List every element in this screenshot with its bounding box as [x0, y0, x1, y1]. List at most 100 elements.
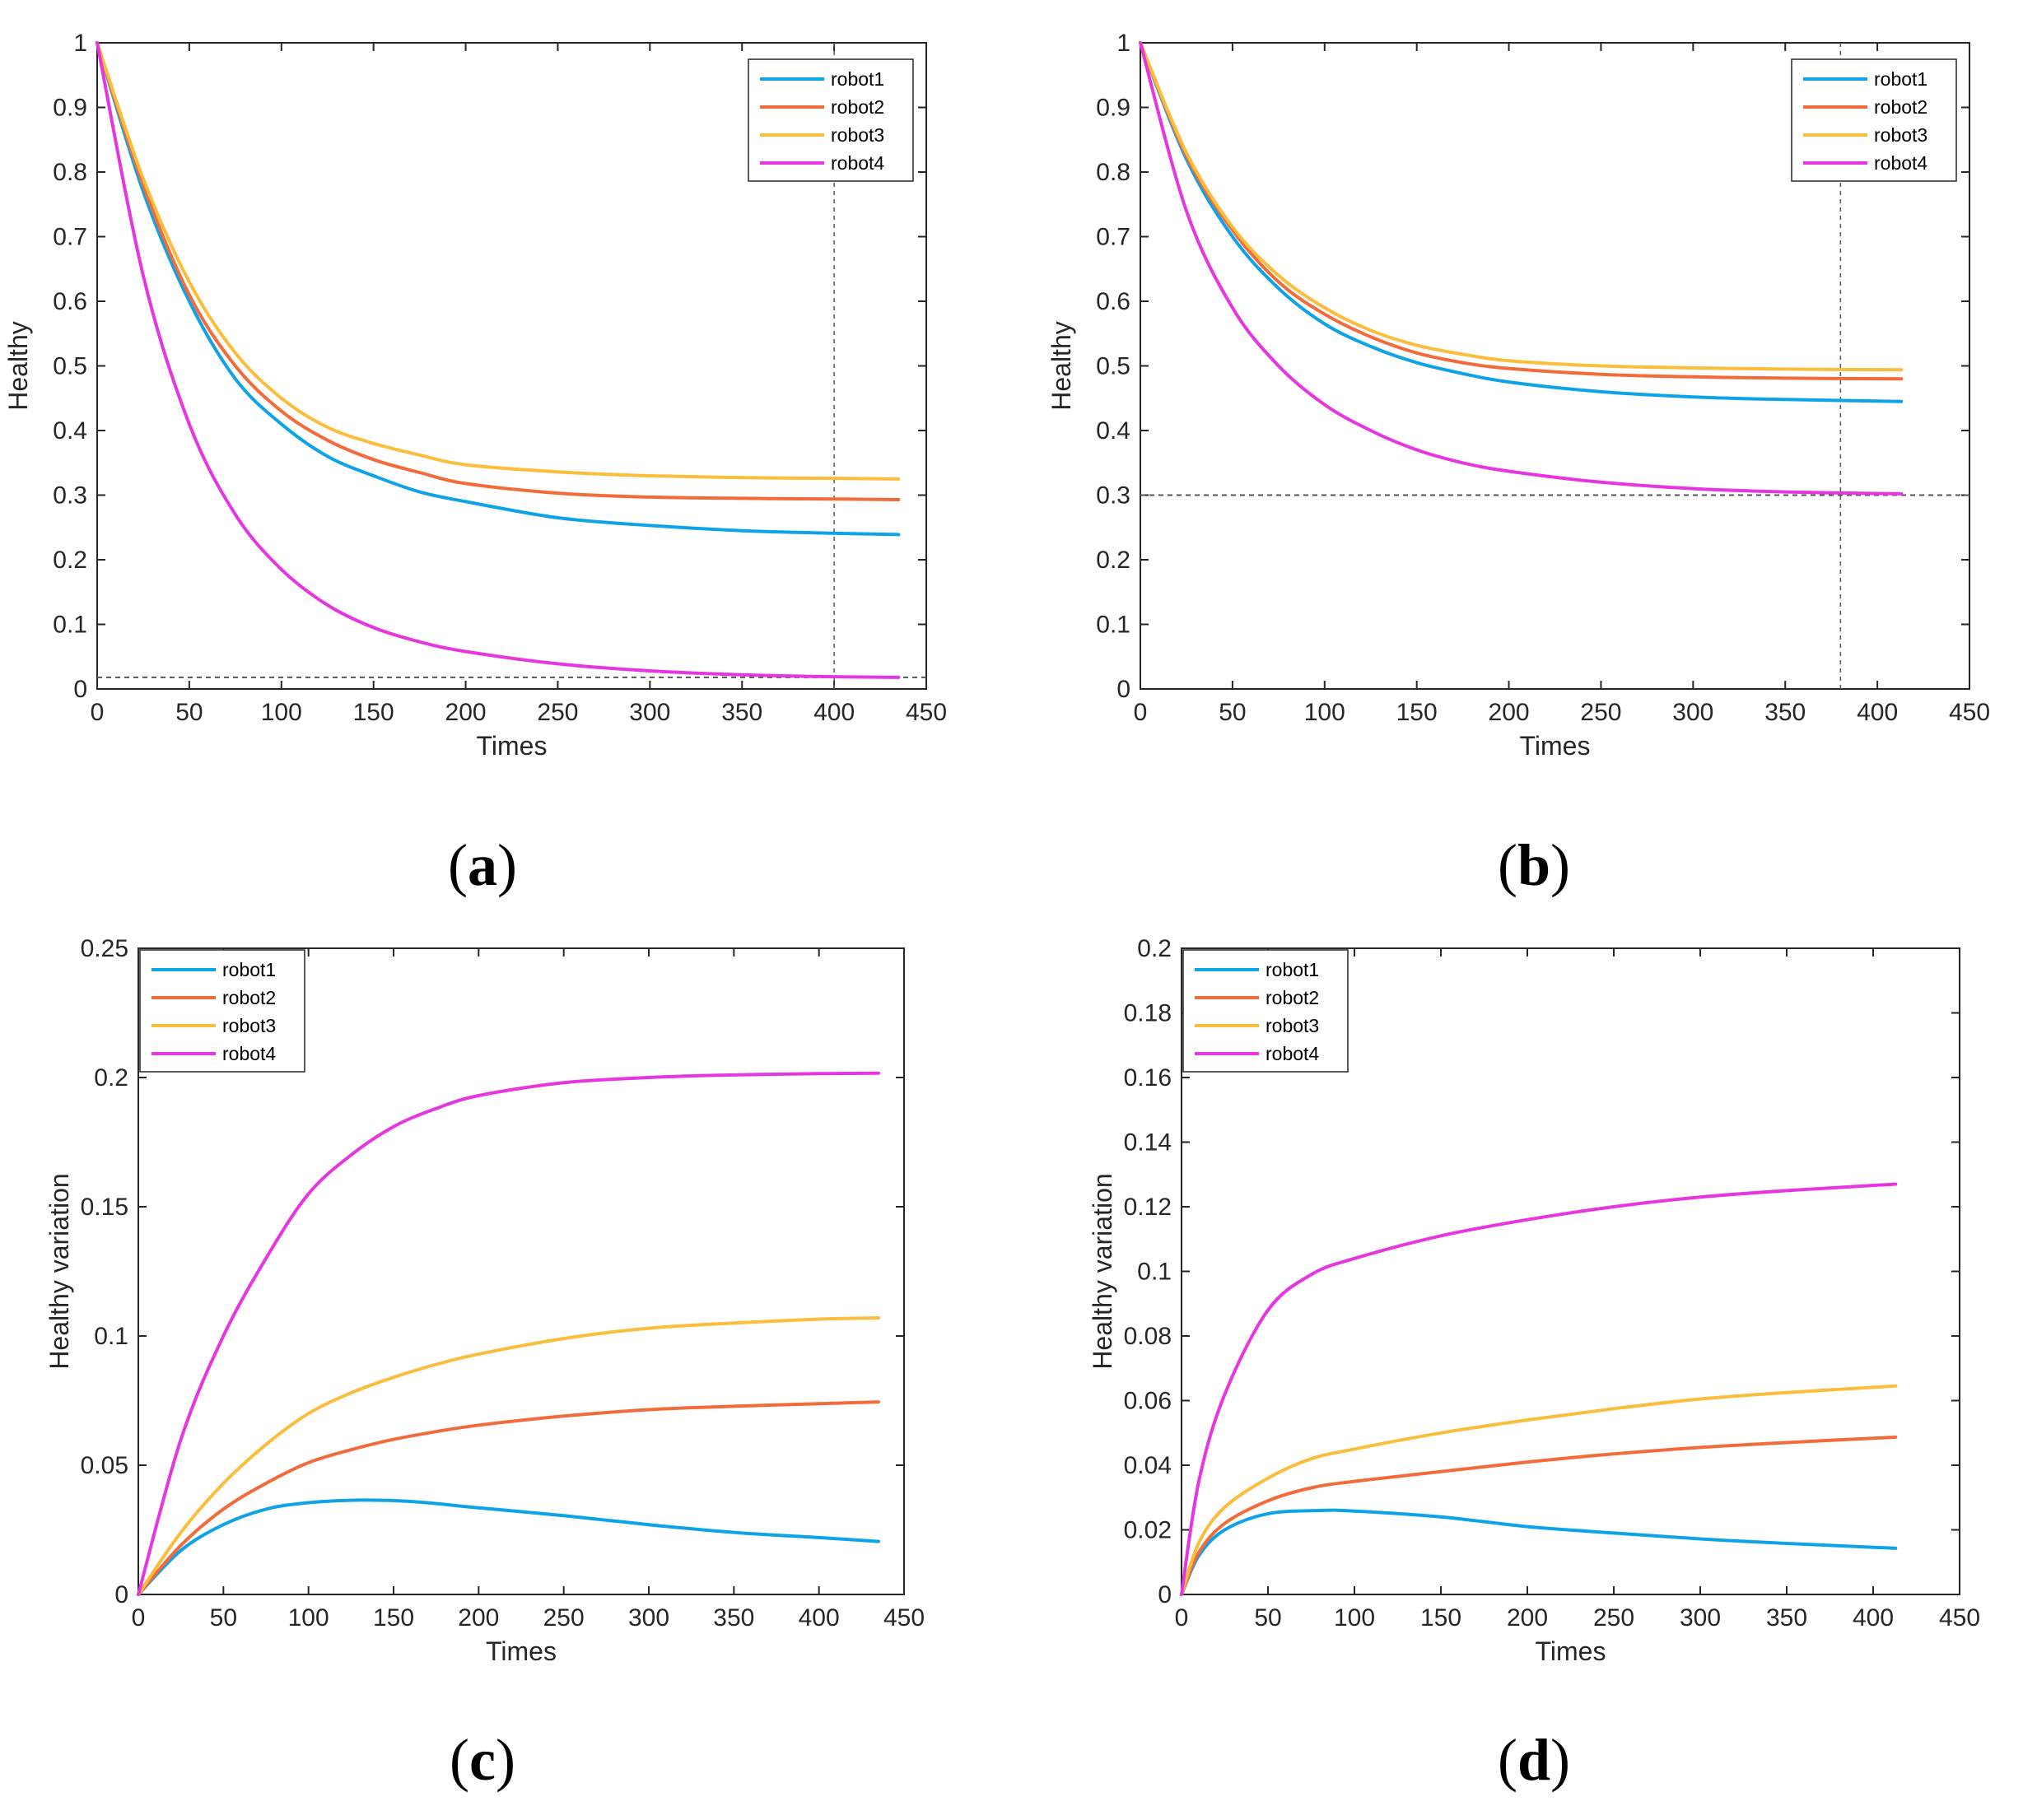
legend-label-robot3: robot3	[1874, 124, 1927, 146]
legend-label-robot4: robot4	[831, 152, 884, 174]
x-tick-label: 450	[883, 1604, 925, 1631]
y-tick-label: 0.8	[53, 159, 87, 186]
x-tick-label: 100	[261, 699, 302, 726]
series-line-robot4	[96, 41, 901, 679]
x-tick-label: 400	[799, 1604, 840, 1631]
y-tick-label: 0.08	[1124, 1323, 1172, 1350]
y-axis-label: Healthy variation	[44, 1173, 74, 1369]
y-tick-label: 0.7	[53, 224, 87, 251]
y-tick-label: 0	[1158, 1581, 1172, 1608]
x-axis-label: Times	[477, 731, 548, 761]
panel-label-c: (c)	[450, 1727, 515, 1793]
x-tick-label: 250	[1580, 699, 1621, 726]
y-axis-label: Healthy	[1046, 321, 1076, 411]
series-line-robot2	[137, 1400, 880, 1596]
panel-label-b: (b)	[1497, 832, 1570, 898]
legend-label-robot3: robot3	[1266, 1015, 1319, 1036]
y-tick-label: 0.2	[1096, 547, 1130, 574]
y-tick-label: 1	[73, 30, 87, 57]
series-line-robot3	[1139, 41, 1904, 372]
x-tick-label: 400	[1853, 1604, 1894, 1631]
legend-label-robot2: robot2	[1874, 96, 1927, 118]
x-tick-label: 200	[1489, 699, 1530, 726]
chart-panel-d: 0 50 100 150 200 250 300 350 400 450 0 0.02 0.04 0.06…	[1088, 935, 1980, 1666]
legend-label-robot1: robot1	[222, 959, 276, 980]
x-tick-label: 400	[1857, 699, 1898, 726]
legend: robot1 robot2 robot3 robot4	[1182, 949, 1349, 1073]
x-tick-label: 350	[1764, 699, 1806, 726]
x-axis-label: Times	[1520, 731, 1591, 761]
panel-label-a: (a)	[448, 832, 517, 898]
series-line-robot1	[1139, 41, 1904, 403]
series-line-robot1	[1180, 1508, 1898, 1596]
series-line-robot2	[1180, 1435, 1898, 1596]
series-line-robot3	[137, 1316, 880, 1596]
x-tick-label: 250	[1593, 1604, 1634, 1631]
x-axis-label: Times	[1536, 1636, 1606, 1666]
y-tick-label: 0.05	[81, 1452, 128, 1479]
x-tick-label: 350	[721, 699, 762, 726]
x-tick-label: 150	[373, 1604, 414, 1631]
y-tick-label: 0	[114, 1581, 128, 1608]
y-tick-label: 0.12	[1124, 1194, 1172, 1221]
x-tick-label: 0	[1134, 699, 1148, 726]
y-tick-label: 0.25	[81, 935, 128, 962]
y-tick-label: 0.9	[1096, 95, 1130, 122]
y-tick-label: 1	[1116, 30, 1130, 57]
chart-panel-b: 0 50 100 150 200 250 300 350 400 450 0 0.1 0.2 0.3 0.4…	[1046, 30, 1990, 761]
x-tick-label: 300	[1680, 1604, 1721, 1631]
x-tick-label: 0	[132, 1604, 146, 1631]
x-tick-label: 50	[210, 1604, 237, 1631]
legend: robot1 robot2 robot3 robot4	[748, 58, 914, 182]
x-tick-label: 50	[1219, 699, 1246, 726]
y-tick-label: 0.6	[53, 288, 87, 315]
x-tick-label: 300	[629, 699, 670, 726]
chart-panel-c: 0 50 100 150 200 250 300 350 400 450 0 0.05 0.1 0.15 0…	[44, 935, 925, 1666]
series-line-robot1	[96, 41, 901, 537]
x-tick-label: 0	[91, 699, 105, 726]
y-tick-label: 0.14	[1124, 1129, 1172, 1157]
x-tick-label: 350	[1766, 1604, 1807, 1631]
y-tick-label: 0.1	[1096, 612, 1130, 639]
x-tick-label: 200	[458, 1604, 499, 1631]
chart-panel-a: 0 50 100 150 200 250 300 350 400 450 0 0.1 0.2 0.3 0.4…	[3, 30, 947, 761]
x-tick-label: 450	[1939, 1604, 1980, 1631]
legend: robot1 robot2 robot3 robot4	[139, 949, 305, 1073]
y-tick-label: 0.4	[1096, 417, 1130, 445]
x-tick-label: 100	[1334, 1604, 1375, 1631]
y-tick-label: 0.2	[1137, 935, 1172, 962]
x-tick-label: 300	[628, 1604, 669, 1631]
x-tick-label: 250	[543, 1604, 585, 1631]
x-tick-label: 300	[1672, 699, 1713, 726]
legend-label-robot4: robot4	[1874, 152, 1927, 174]
y-tick-label: 0.5	[1096, 353, 1130, 380]
legend-label-robot3: robot3	[222, 1015, 276, 1036]
y-tick-label: 0.8	[1096, 159, 1130, 186]
legend-label-robot2: robot2	[1266, 987, 1319, 1008]
y-tick-label: 0	[73, 676, 87, 703]
x-tick-label: 250	[537, 699, 578, 726]
x-tick-label: 0	[1175, 1604, 1189, 1631]
x-axis-label: Times	[486, 1636, 557, 1666]
y-tick-label: 0.06	[1124, 1388, 1172, 1415]
y-axis-label: Healthy variation	[1088, 1173, 1117, 1369]
legend-label-robot2: robot2	[222, 987, 276, 1008]
x-tick-label: 100	[288, 1604, 329, 1631]
x-tick-label: 400	[813, 699, 855, 726]
y-tick-label: 0	[1116, 676, 1130, 703]
y-tick-label: 0.3	[1096, 482, 1130, 510]
series-line-robot4	[1139, 41, 1904, 496]
y-tick-label: 0.16	[1124, 1064, 1172, 1092]
series-line-robot2	[96, 41, 901, 501]
series-line-robot1	[137, 1498, 880, 1596]
legend-label-robot3: robot3	[831, 124, 884, 146]
legend-label-robot1: robot1	[831, 68, 884, 90]
x-tick-label: 450	[906, 699, 947, 726]
series-line-robot2	[1139, 41, 1904, 381]
legend-label-robot4: robot4	[1266, 1043, 1319, 1064]
y-tick-label: 0.15	[81, 1194, 128, 1221]
panel-label-d: (d)	[1497, 1727, 1570, 1793]
x-tick-label: 450	[1949, 699, 1990, 726]
y-tick-label: 0.1	[53, 612, 87, 639]
